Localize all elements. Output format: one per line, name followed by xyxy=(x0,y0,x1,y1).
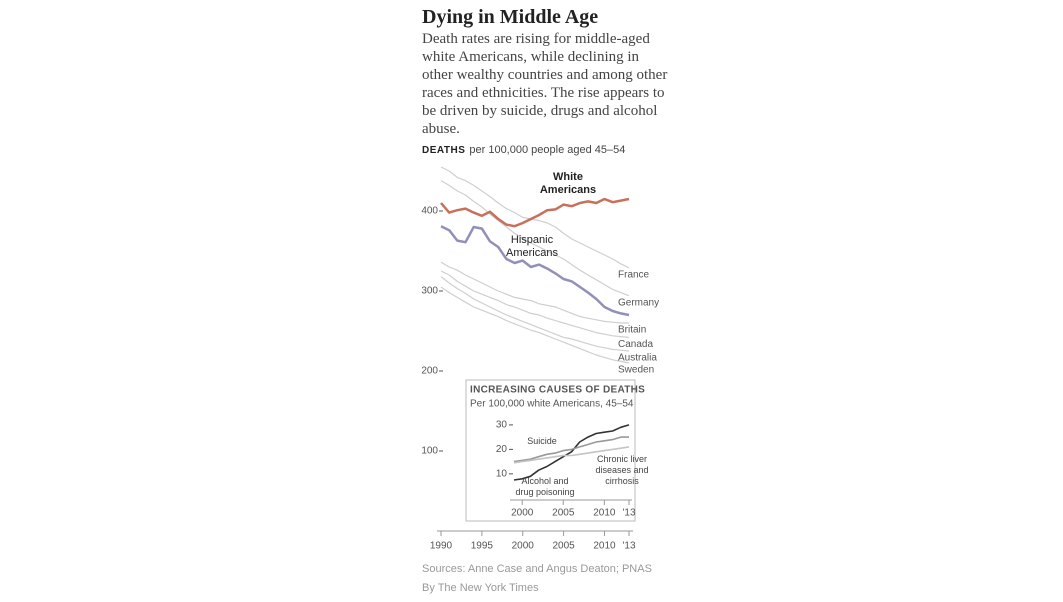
series-line xyxy=(513,446,630,464)
series-label: Chronic liver diseases and cirrhosis xyxy=(595,454,649,486)
axis-subtitle: per 100,000 people aged 45–54 xyxy=(469,144,626,156)
x-tick-label: 1995 xyxy=(471,541,494,552)
x-tick-label: '13 xyxy=(622,541,635,552)
y-tick-label: 200 xyxy=(421,366,438,377)
series-line xyxy=(513,436,629,463)
series-label: France xyxy=(618,269,650,280)
credit: By The New York Times xyxy=(422,582,539,594)
inset-title: INCREASING CAUSES OF DEATHS xyxy=(470,385,645,396)
series-label: Germany xyxy=(618,297,659,308)
x-tick-label: 2005 xyxy=(552,541,575,552)
series-label: Hispanic Americans xyxy=(506,234,558,259)
x-tick-label: '13 xyxy=(622,508,635,519)
x-tick-label: 2000 xyxy=(512,541,535,552)
series-label: Suicide xyxy=(527,436,557,446)
series-line xyxy=(440,225,630,317)
y-tick-label: 20 xyxy=(496,444,508,455)
axis-title-bold: DEATHS xyxy=(422,145,466,156)
series-label: Canada xyxy=(618,339,653,350)
x-tick-label: 2005 xyxy=(552,508,575,519)
series-line xyxy=(440,270,630,338)
series-label: Alcohol and drug poisoning xyxy=(515,476,575,497)
series-label: Britain xyxy=(618,325,646,336)
series-line xyxy=(440,261,629,324)
chart-subtitle: Death rates are rising for middle-aged w… xyxy=(422,31,668,137)
y-tick-label: 100 xyxy=(421,446,438,457)
series-line xyxy=(440,286,630,364)
y-tick-label: 10 xyxy=(496,469,508,480)
series-line xyxy=(440,166,630,269)
x-tick-label: 2010 xyxy=(593,541,616,552)
source: Sources: Anne Case and Angus Deaton; PNA… xyxy=(422,563,652,575)
x-tick-label: 1990 xyxy=(430,541,453,552)
y-tick-label: 300 xyxy=(421,286,438,297)
series-label: White Americans xyxy=(539,171,597,196)
axis-title: DEATHS per 100,000 people aged 45–54 xyxy=(422,144,625,156)
x-tick-label: 2000 xyxy=(511,508,534,519)
series-line xyxy=(440,180,630,297)
inset-subtitle: Per 100,000 white Americans, 45–54 xyxy=(470,399,634,410)
chart-title: Dying in Middle Age xyxy=(422,6,599,28)
y-tick-label: 30 xyxy=(496,420,508,431)
series-line xyxy=(513,424,630,481)
series-label: Sweden xyxy=(618,365,654,376)
series-line xyxy=(440,197,630,228)
series-label: Australia xyxy=(618,353,657,364)
series-line xyxy=(440,276,630,352)
y-tick-label: 400 xyxy=(421,206,438,217)
x-tick-label: 2010 xyxy=(593,508,616,519)
